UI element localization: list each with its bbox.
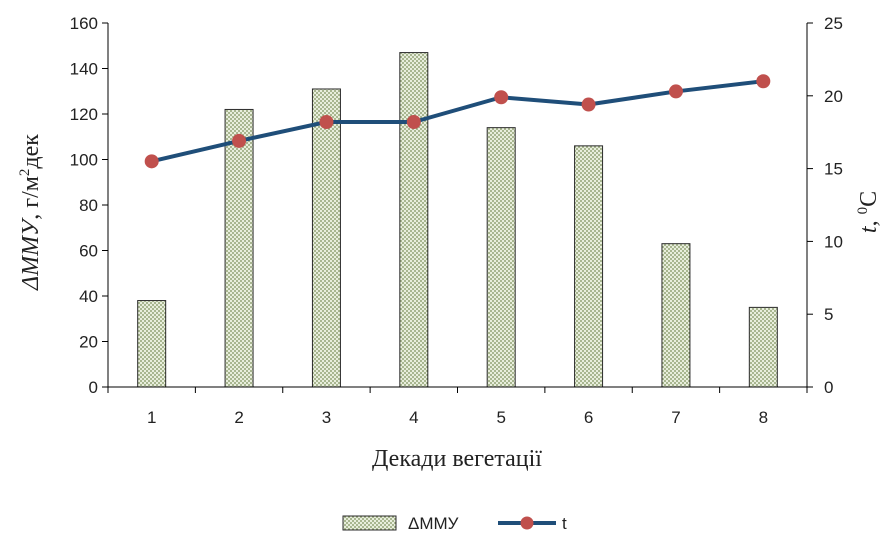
legend-bar-swatch	[342, 515, 397, 531]
bar	[486, 127, 516, 388]
x-tick-label: 8	[759, 408, 768, 427]
y2-axis-title: t, 0С	[855, 191, 882, 233]
temperature-point	[144, 154, 159, 169]
y-axis-title: ΔMMУ, г/м2дек	[17, 134, 44, 291]
line-layer	[144, 74, 771, 169]
bars-layer	[137, 52, 778, 388]
y-tick-label: 120	[70, 105, 98, 124]
y-axis-title-suffix: дек	[18, 134, 44, 169]
x-tick-label: 3	[322, 408, 331, 427]
y2-axis-title-prefix: ,	[856, 214, 882, 226]
temperature-point	[581, 97, 596, 112]
x-axis-title: Декади вегетації	[372, 446, 542, 472]
bar	[311, 88, 341, 388]
axes-layer	[102, 22, 813, 393]
bar	[224, 108, 254, 388]
x-tick-label: 1	[147, 408, 156, 427]
y-tick-label: 40	[79, 287, 98, 306]
y-tick-label: 80	[79, 196, 98, 215]
y2-tick-label: 10	[824, 232, 843, 251]
y-tick-label: 20	[79, 333, 98, 352]
ticks-layer: 0 20 40 60 80 100 120 140 160 0 5 10 15 20 25 1 2 3 4 5 6 7 8	[70, 14, 843, 427]
y2-tick-label: 15	[824, 160, 843, 179]
y-tick-label: 140	[70, 60, 98, 79]
y2-axis-title-suffix: С	[856, 191, 882, 207]
y2-tick-label: 0	[824, 378, 833, 397]
temperature-point	[232, 133, 247, 148]
bar	[137, 300, 167, 388]
x-tick-label: 2	[234, 408, 243, 427]
y2-tick-label: 5	[824, 305, 833, 324]
temperature-point	[668, 84, 683, 99]
y-tick-label: 60	[79, 242, 98, 261]
temperature-point	[756, 74, 771, 89]
legend-bar-label: ΔММУ	[408, 514, 459, 533]
y-tick-label: 100	[70, 151, 98, 170]
y2-tick-label: 25	[824, 14, 843, 33]
y2-axis-title-italic: t	[856, 225, 882, 233]
bar	[661, 243, 691, 388]
temperature-point	[406, 115, 421, 130]
temperature-line	[151, 79, 764, 164]
y2-tick-label: 20	[824, 87, 843, 106]
x-tick-label: 4	[409, 408, 418, 427]
y2-axis-title-sup: 0	[855, 207, 871, 215]
y-axis-title-italic: ΔMMУ	[18, 217, 44, 291]
bar	[399, 52, 429, 388]
y-tick-label: 160	[70, 14, 98, 33]
x-tick-label: 6	[584, 408, 593, 427]
y-tick-label: 0	[89, 378, 98, 397]
legend: ΔММУ t	[342, 514, 567, 533]
x-tick-label: 7	[671, 408, 680, 427]
bar	[748, 306, 778, 388]
temperature-point	[494, 90, 509, 105]
x-tick-label: 5	[496, 408, 505, 427]
bar	[574, 145, 604, 388]
temperature-point	[319, 115, 334, 130]
legend-line-label: t	[562, 514, 567, 533]
legend-line-marker	[520, 516, 534, 530]
y-axis-title-sup: 2	[17, 169, 33, 177]
y-axis-title-prefix: , г/м	[18, 176, 44, 220]
